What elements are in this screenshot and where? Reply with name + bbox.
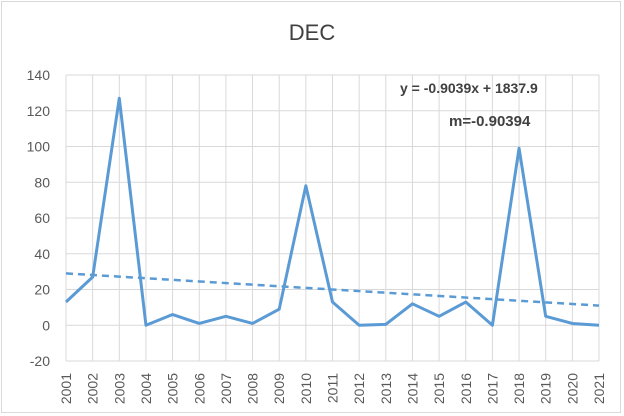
y-tick-label: 80 bbox=[34, 174, 50, 190]
x-tick-label: 2006 bbox=[191, 373, 207, 404]
x-tick-label: 2001 bbox=[58, 373, 74, 404]
x-tick-label: 2018 bbox=[511, 373, 527, 404]
slope-label: m=-0.90394 bbox=[449, 113, 531, 130]
x-tick-label: 2021 bbox=[591, 373, 607, 404]
trendline bbox=[65, 272, 600, 307]
trendline-path bbox=[65, 272, 600, 307]
y-tick-label: -20 bbox=[30, 353, 50, 369]
y-tick-label: 100 bbox=[27, 139, 51, 155]
gridlines bbox=[65, 74, 600, 362]
x-tick-label: 2013 bbox=[378, 373, 394, 404]
x-tick-label: 2019 bbox=[538, 373, 554, 404]
chart-title: DEC bbox=[288, 20, 336, 45]
y-axis-ticks: -20 0 20 40 60 80 100 120 140 bbox=[27, 67, 51, 369]
x-tick-label: 2016 bbox=[458, 373, 474, 404]
x-tick-label: 2012 bbox=[351, 373, 367, 404]
y-tick-label: 0 bbox=[42, 317, 50, 333]
data-series bbox=[64, 96, 600, 327]
x-tick-label: 2015 bbox=[431, 373, 447, 404]
x-tick-label: 2003 bbox=[111, 373, 127, 404]
x-tick-label: 2009 bbox=[271, 373, 287, 404]
x-tick-label: 2020 bbox=[564, 373, 580, 404]
x-tick-label: 2004 bbox=[138, 373, 154, 404]
x-tick-label: 2011 bbox=[325, 373, 341, 403]
y-tick-label: 40 bbox=[34, 246, 50, 262]
x-tick-label: 2002 bbox=[85, 373, 101, 404]
x-tick-label: 2005 bbox=[165, 373, 181, 404]
trendline-equation: y = -0.9039x + 1837.9 bbox=[400, 80, 538, 96]
x-tick-label: 2014 bbox=[404, 373, 420, 404]
x-tick-label: 2007 bbox=[218, 373, 234, 404]
x-tick-label: 2008 bbox=[245, 373, 261, 404]
y-tick-label: 140 bbox=[27, 67, 51, 83]
x-axis-ticks: 2001 2002 2003 2004 2005 2006 2007 2008 2009 2010… bbox=[58, 373, 607, 404]
y-tick-label: 120 bbox=[27, 103, 51, 119]
y-tick-label: 20 bbox=[34, 282, 50, 298]
y-tick-label: 60 bbox=[34, 210, 50, 226]
x-tick-label: 2010 bbox=[298, 373, 314, 404]
x-tick-label: 2017 bbox=[484, 373, 500, 404]
